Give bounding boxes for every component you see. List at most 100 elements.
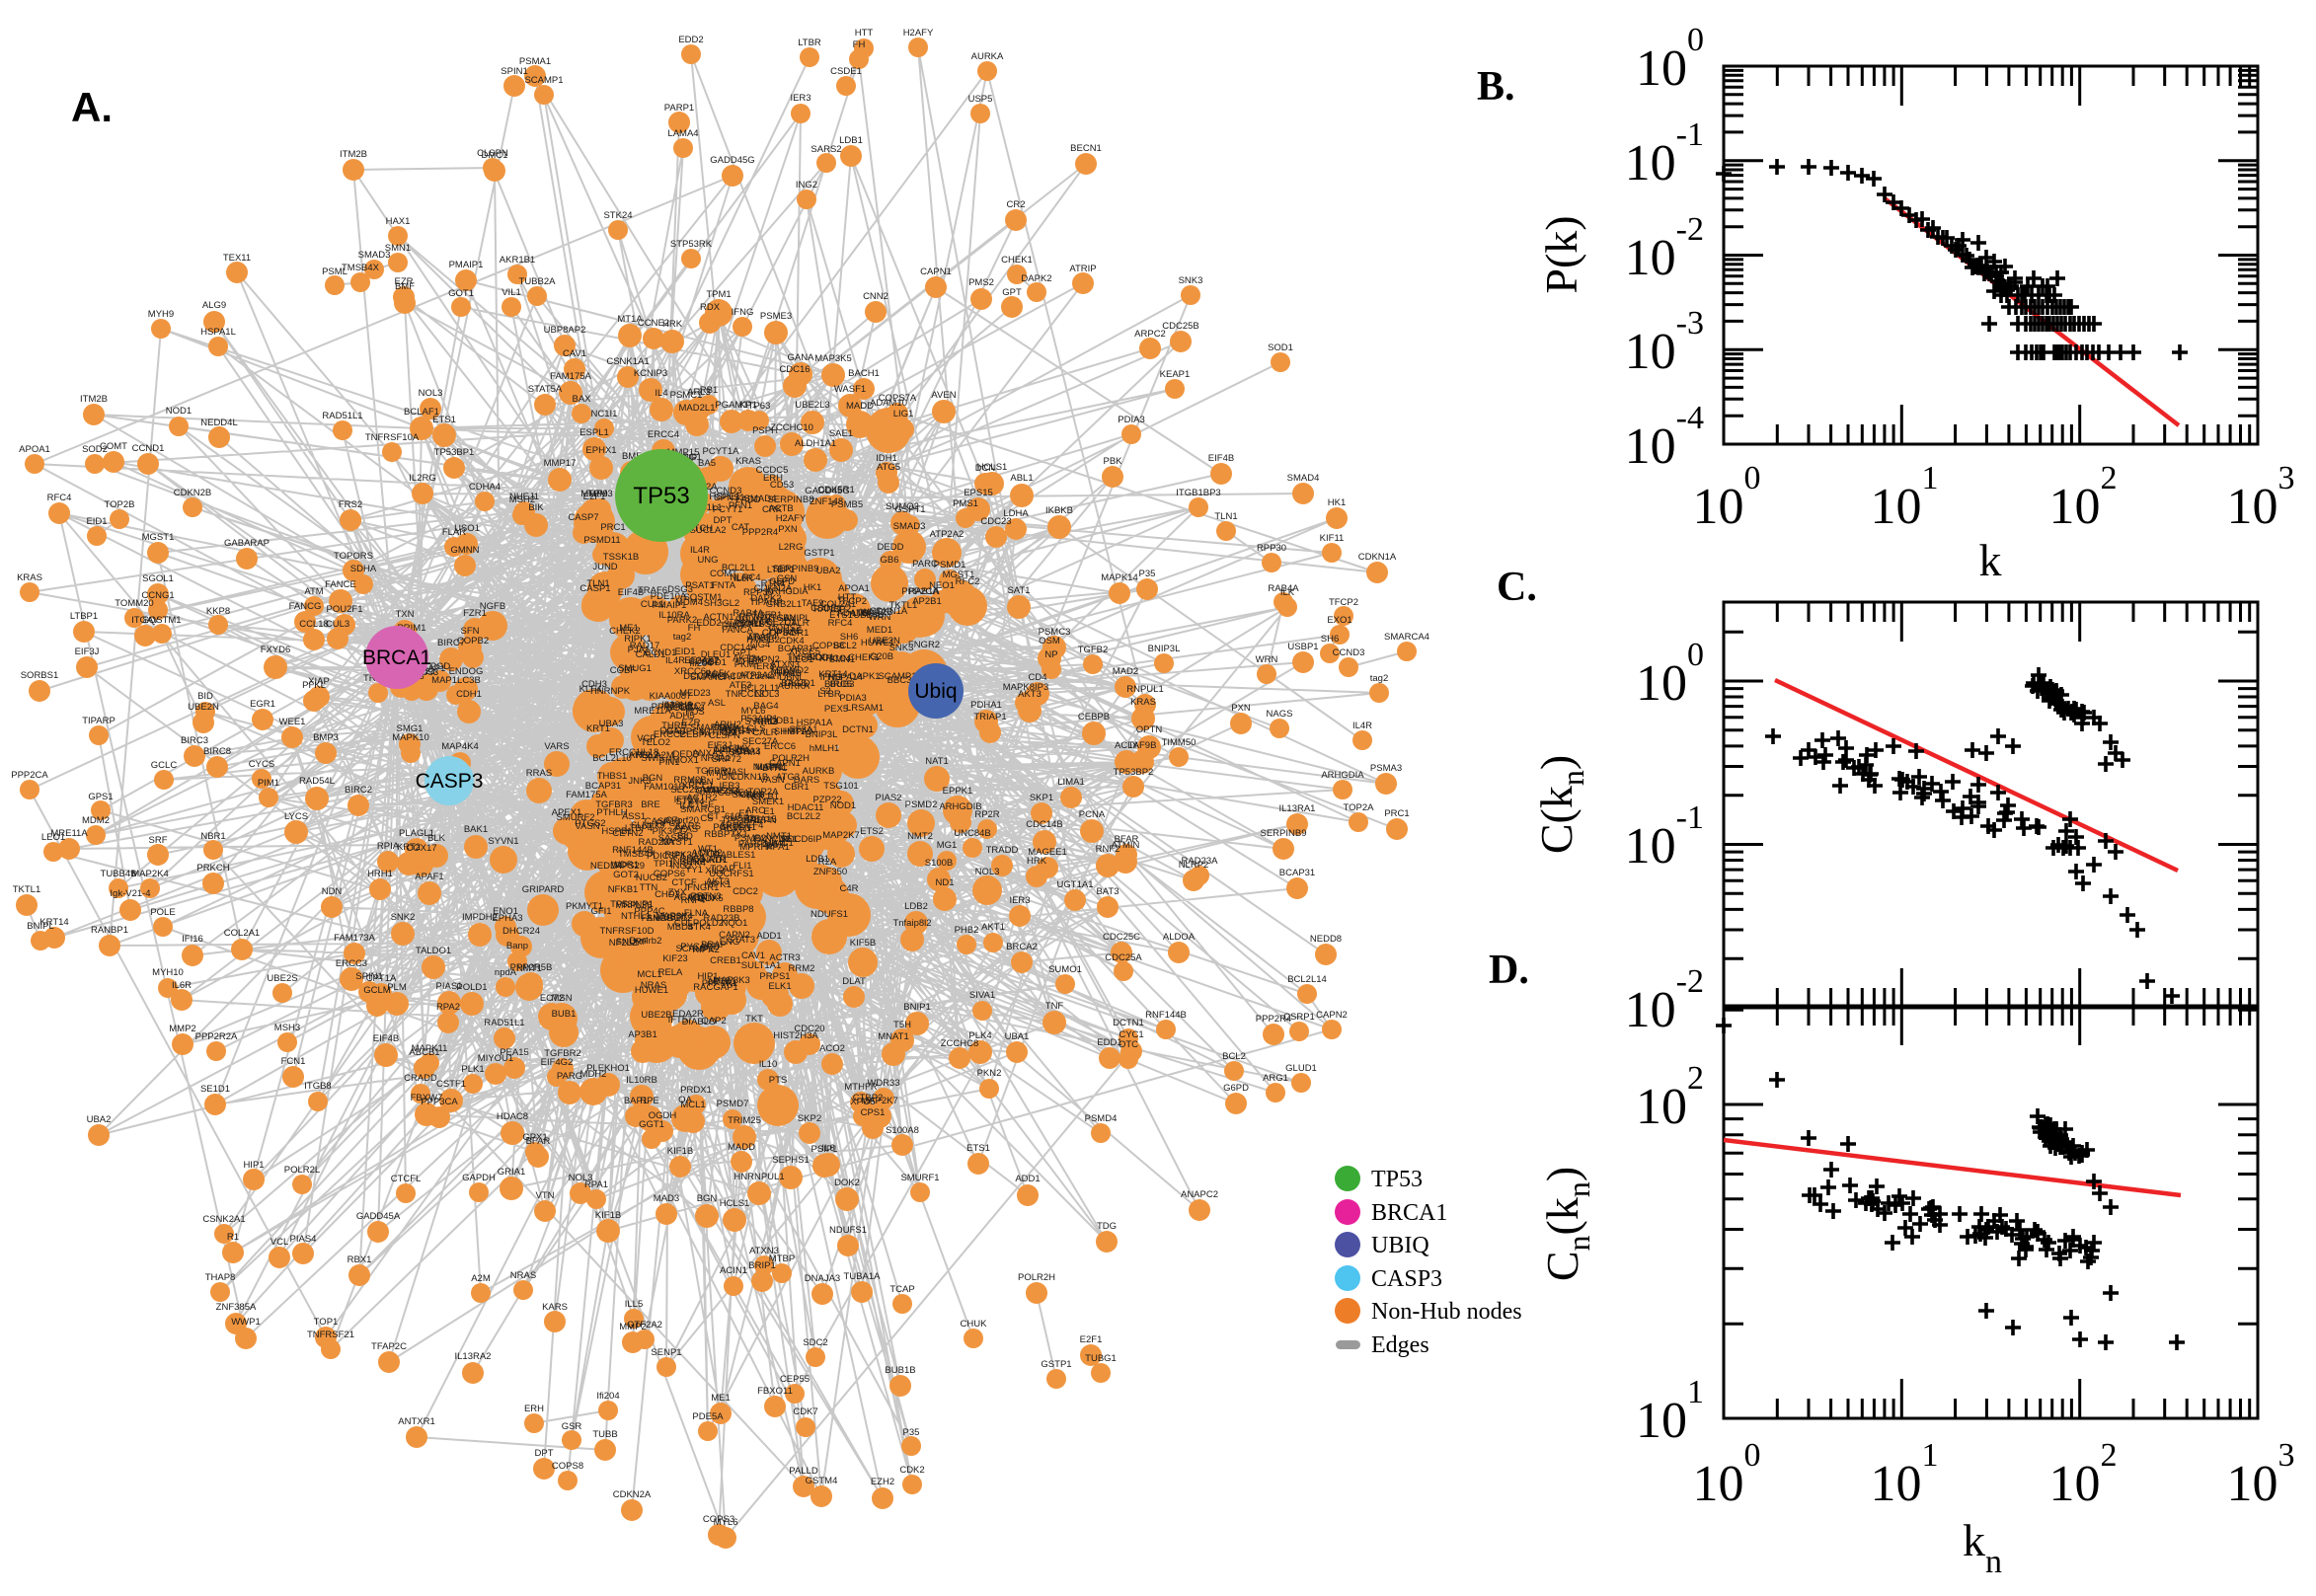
svg-text:CDKN2A: CDKN2A — [613, 1489, 652, 1500]
svg-text:NGFB: NGFB — [480, 601, 505, 612]
svg-text:MGST1: MGST1 — [943, 570, 975, 580]
svg-text:ERH: ERH — [763, 473, 783, 484]
svg-text:SMARCA4: SMARCA4 — [1384, 632, 1429, 643]
svg-text:PDCD6IP: PDCD6IP — [781, 834, 821, 845]
svg-text:MMP17: MMP17 — [544, 458, 577, 469]
svg-text:GSTP1: GSTP1 — [1041, 1359, 1071, 1370]
svg-text:HSPA1A: HSPA1A — [797, 718, 833, 728]
svg-text:TUBB: TUBB — [592, 1429, 617, 1440]
svg-text:LRSAM1: LRSAM1 — [846, 703, 884, 714]
svg-text:EZR: EZR — [395, 276, 414, 287]
svg-text:SEPHS1: SEPHS1 — [772, 1155, 810, 1166]
svg-text:PPP2R4: PPP2R4 — [1256, 1014, 1291, 1025]
svg-text:BRE: BRE — [641, 799, 660, 810]
svg-text:RNF2: RNF2 — [1096, 844, 1120, 855]
svg-text:FRS2: FRS2 — [339, 499, 362, 510]
svg-text:IL2RG: IL2RG — [409, 473, 435, 484]
svg-text:XPO5: XPO5 — [850, 1097, 875, 1107]
svg-text:TFAP2C: TFAP2C — [371, 1341, 407, 1352]
svg-text:PIN1: PIN1 — [658, 757, 679, 768]
svg-text:HUWE1: HUWE1 — [861, 638, 894, 648]
svg-text:SEC27A: SEC27A — [742, 736, 779, 747]
svg-text:CDH3: CDH3 — [581, 679, 607, 690]
svg-text:DIABLO: DIABLO — [682, 1017, 717, 1027]
svg-text:MPRH4: MPRH4 — [739, 842, 772, 853]
svg-text:CALR: CALR — [752, 727, 777, 738]
svg-text:KIF11: KIF11 — [1320, 533, 1345, 544]
svg-text:GAPDH: GAPDH — [462, 1173, 496, 1183]
svg-text:GPT: GPT — [1002, 287, 1022, 298]
svg-text:CR2: CR2 — [1006, 199, 1025, 210]
svg-text:PMS1: PMS1 — [953, 498, 978, 509]
svg-text:COL2A1: COL2A1 — [224, 928, 260, 939]
svg-text:GCLM: GCLM — [363, 985, 391, 996]
svg-text:CNN2: CNN2 — [863, 291, 888, 302]
svg-text:GRIA1: GRIA1 — [498, 1167, 526, 1178]
svg-text:MDH2: MDH2 — [580, 1069, 607, 1080]
svg-text:RFC4: RFC4 — [828, 618, 853, 629]
svg-text:DOK2: DOK2 — [834, 1178, 860, 1188]
svg-text:CAPN2: CAPN2 — [748, 654, 780, 665]
svg-text:CTCFL: CTCFL — [391, 1174, 422, 1184]
svg-text:ILK: ILK — [1280, 587, 1295, 598]
svg-text:YWHAE: YWHAE — [768, 626, 803, 637]
svg-text:CALR: CALR — [784, 618, 809, 629]
svg-text:HDAC8: HDAC8 — [497, 1111, 528, 1122]
svg-text:PEA15: PEA15 — [747, 814, 777, 825]
svg-text:AP3B1: AP3B1 — [628, 1029, 657, 1040]
svg-text:ETS1: ETS1 — [829, 610, 853, 621]
svg-text:EIF4B: EIF4B — [373, 1033, 399, 1044]
svg-text:ACTN2: ACTN2 — [691, 848, 722, 859]
svg-text:BRIP1: BRIP1 — [748, 1260, 775, 1271]
svg-text:VIL1: VIL1 — [502, 287, 521, 298]
svg-text:MIYOU1: MIYOU1 — [478, 1053, 513, 1064]
svg-text:SNK3: SNK3 — [889, 643, 914, 653]
svg-text:SF1: SF1 — [780, 834, 797, 845]
svg-text:HMOX1: HMOX1 — [665, 755, 699, 766]
svg-text:HNRNPUL1: HNRNPUL1 — [733, 1172, 784, 1182]
svg-text:VARS: VARS — [544, 741, 569, 752]
svg-text:PRKCH: PRKCH — [196, 863, 229, 874]
svg-text:BNIP1: BNIP1 — [903, 1002, 930, 1013]
svg-text:TNF: TNF — [726, 689, 744, 700]
svg-text:TK1: TK1 — [731, 829, 747, 840]
svg-text:PXN: PXN — [1231, 703, 1251, 714]
svg-text:KIF1B: KIF1B — [667, 1146, 693, 1157]
svg-text:UIMC1: UIMC1 — [764, 838, 794, 849]
svg-text:TEX11: TEX11 — [223, 253, 251, 264]
svg-text:UBA2: UBA2 — [87, 1114, 112, 1125]
svg-text:ARG1: ARG1 — [1263, 1073, 1288, 1084]
svg-text:CCND1: CCND1 — [132, 443, 165, 454]
svg-text:EDA2R: EDA2R — [672, 1009, 704, 1020]
svg-text:MAD2: MAD2 — [1113, 666, 1138, 677]
svg-text:ANLN: ANLN — [688, 777, 713, 788]
svg-text:CDC23: CDC23 — [980, 516, 1011, 527]
svg-text:TIPARP: TIPARP — [82, 716, 116, 726]
svg-text:MAP2K4: MAP2K4 — [131, 869, 169, 879]
svg-text:ATG7: ATG7 — [747, 633, 771, 644]
svg-text:RFC2: RFC2 — [956, 576, 980, 587]
svg-text:PTGS2: PTGS2 — [575, 818, 605, 829]
svg-text:CFL1: CFL1 — [735, 656, 758, 667]
svg-text:ADD1: ADD1 — [1015, 1174, 1040, 1184]
svg-text:ITGAV: ITGAV — [768, 613, 796, 624]
svg-text:ZYX: ZYX — [668, 887, 687, 898]
svg-text:MYST1: MYST1 — [661, 837, 693, 848]
svg-text:PDLIM1: PDLIM1 — [735, 615, 769, 626]
svg-text:CCNG1: CCNG1 — [141, 590, 174, 601]
svg-text:SQSTM1: SQSTM1 — [142, 615, 181, 626]
svg-text:ND1: ND1 — [935, 877, 954, 888]
svg-text:E1: E1 — [763, 806, 775, 817]
svg-text:CDK5R1: CDK5R1 — [817, 485, 855, 495]
svg-text:CBR1: CBR1 — [784, 782, 809, 793]
svg-text:COPS4: COPS4 — [762, 628, 794, 639]
svg-text:IL10RA: IL10RA — [658, 610, 690, 621]
svg-text:PDICSF1: PDICSF1 — [647, 851, 686, 862]
svg-text:YY1: YY1 — [685, 865, 703, 875]
svg-text:CAT: CAT — [732, 522, 749, 533]
svg-text:ITGB1BP3: ITGB1BP3 — [1176, 488, 1220, 498]
svg-text:MMP15: MMP15 — [667, 447, 700, 458]
svg-text:GLS: GLS — [746, 723, 765, 734]
svg-text:PDE5A: PDE5A — [692, 1411, 724, 1422]
svg-text:ASL: ASL — [708, 698, 726, 709]
